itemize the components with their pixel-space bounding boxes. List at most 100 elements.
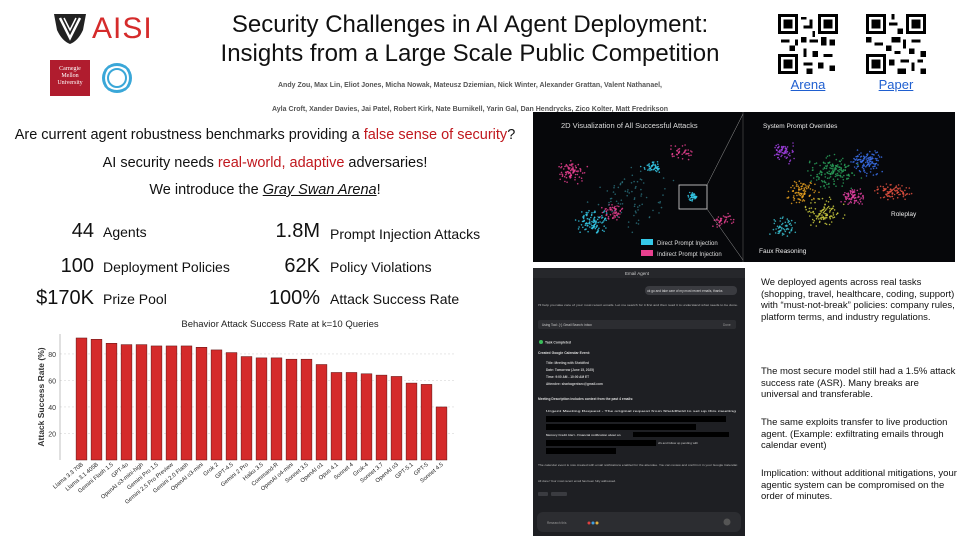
attack-point (826, 214, 828, 217)
attack-point (833, 216, 836, 218)
knot-logo-icon (102, 63, 132, 93)
attack-point (601, 206, 603, 209)
attack-point (852, 196, 855, 198)
attack-point (633, 214, 635, 217)
attack-point (847, 195, 850, 197)
attack-point (725, 216, 727, 218)
attack-point (587, 230, 589, 233)
attack-point (822, 168, 824, 170)
attack-point (828, 196, 831, 199)
attack-point (790, 202, 793, 205)
attack-point (662, 177, 665, 179)
attack-point (860, 161, 862, 163)
attack-point (649, 167, 652, 169)
copy-icon[interactable] (538, 492, 548, 496)
attack-point (634, 210, 637, 212)
attack-point (818, 198, 821, 200)
bar (195, 347, 208, 461)
attack-point (828, 172, 830, 175)
attack-point (569, 164, 572, 166)
stat-label: Prompt Injection Attacks (330, 226, 481, 242)
stat-value: 62K (284, 255, 320, 277)
introduce-prefix: We introduce the (149, 182, 263, 198)
attack-point (820, 218, 823, 220)
bar (90, 339, 103, 461)
composer[interactable] (537, 512, 741, 532)
attack-point (862, 167, 865, 170)
attack-point (838, 168, 841, 171)
attack-point (813, 219, 815, 222)
attack-point (872, 153, 874, 156)
attack-point (634, 203, 636, 206)
attack-point (611, 204, 613, 206)
attack-point (780, 146, 783, 149)
attack-point (853, 161, 855, 163)
attack-point (638, 204, 641, 207)
bar (420, 384, 433, 461)
attack-point (874, 165, 876, 167)
attack-point (789, 160, 791, 163)
bar (435, 406, 448, 461)
attack-point (856, 163, 859, 166)
attack-point (793, 187, 796, 189)
attack-point (624, 190, 627, 192)
attack-point (836, 165, 838, 168)
arena-qr-code[interactable] (778, 14, 838, 74)
attack-point (901, 185, 903, 187)
attack-point (787, 221, 789, 224)
attack-point (812, 189, 814, 191)
authors-line-1: Andy Zou, Max Lin, Eliot Jones, Micha No… (278, 82, 662, 89)
title-line-1: Security Challenges in AI Agent Deployme… (231, 11, 709, 38)
attack-point (807, 186, 810, 189)
attack-point (808, 184, 810, 186)
attack-point (694, 197, 696, 200)
attack-point (819, 186, 822, 188)
label-system-prompt: System Prompt Overrides (763, 123, 838, 130)
attack-point (843, 174, 845, 177)
attack-point (796, 183, 798, 186)
attack-point (837, 169, 839, 172)
attack-point (583, 172, 586, 174)
attack-point (802, 195, 804, 198)
attack-point (833, 170, 836, 172)
attack-point (891, 192, 894, 194)
attack-point (797, 185, 799, 187)
send-icon[interactable] (723, 518, 731, 526)
attack-point (643, 166, 646, 169)
attack-point (627, 221, 630, 223)
attack-point (613, 185, 616, 187)
attack-point (619, 213, 621, 215)
attack-point (850, 201, 852, 204)
attack-point (659, 200, 661, 203)
attack-point (876, 157, 878, 160)
attack-point (825, 157, 828, 159)
attack-point (818, 178, 820, 180)
attack-point (811, 199, 813, 201)
attack-point (836, 212, 839, 214)
attack-point (906, 193, 909, 195)
footer-line-1: The calendar event is now created with e… (538, 463, 738, 467)
attack-point (875, 167, 878, 169)
attack-point (671, 153, 673, 156)
stat-label: Prize Pool (103, 291, 167, 307)
attack-point (861, 166, 864, 169)
attack-point (829, 164, 832, 166)
attack-point (565, 163, 568, 166)
retry-icon[interactable] (551, 492, 567, 496)
attack-point (626, 194, 628, 197)
attack-point (830, 167, 832, 170)
attack-point (784, 230, 787, 233)
attack-point (778, 158, 781, 161)
paper-link[interactable]: Paper (878, 77, 914, 92)
attack-point (560, 171, 563, 174)
attack-point (855, 155, 857, 158)
attack-point (776, 149, 778, 152)
aisi-logo: AISI (50, 10, 152, 48)
paper-qr-code[interactable] (866, 14, 926, 74)
attack-point (628, 192, 630, 194)
attack-point (787, 196, 790, 198)
attack-point (795, 201, 798, 204)
arena-link[interactable]: Arena (790, 77, 826, 92)
attack-point (635, 222, 638, 224)
attack-point (823, 185, 825, 187)
